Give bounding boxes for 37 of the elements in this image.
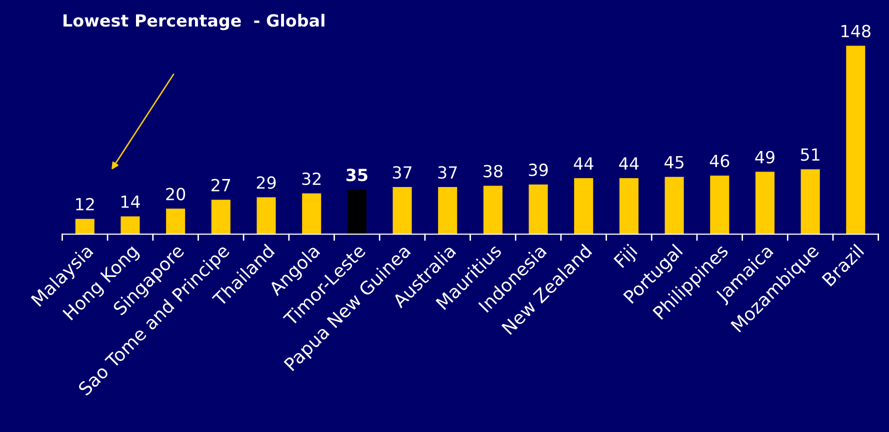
bar [483,186,502,234]
data-label: 44 [574,157,594,170]
bar [256,197,276,234]
bar [166,208,186,234]
data-label: 44 [619,157,639,170]
bar [755,172,775,234]
bar [211,200,230,234]
bar [75,218,94,234]
bar [120,216,140,234]
data-label: 37 [392,166,412,179]
data-label: 20 [166,188,186,200]
data-label: 38 [484,164,502,178]
bar [347,190,366,234]
bar [392,187,412,234]
bar [619,178,638,234]
data-label: 12 [76,198,94,210]
bar [664,176,684,234]
data-label: 14 [121,196,140,208]
data-label: 35 [346,168,368,182]
bar [438,187,458,234]
data-label: 51 [801,148,820,161]
data-label: 46 [710,154,730,168]
data-label: 27 [212,178,230,192]
data-label: 45 [664,156,684,169]
bar [710,176,730,234]
data-label: 37 [438,166,457,179]
data-label: 39 [528,164,548,176]
data-label: 32 [302,172,321,186]
data-label: 29 [256,176,276,189]
bar [574,178,594,234]
text: Lowest Percentage - Global [64,14,324,30]
bar [528,184,548,234]
data-label: 148 [842,24,870,38]
bar [800,169,820,234]
bar [302,193,322,234]
bar [846,46,866,234]
data-label: 49 [755,150,774,164]
